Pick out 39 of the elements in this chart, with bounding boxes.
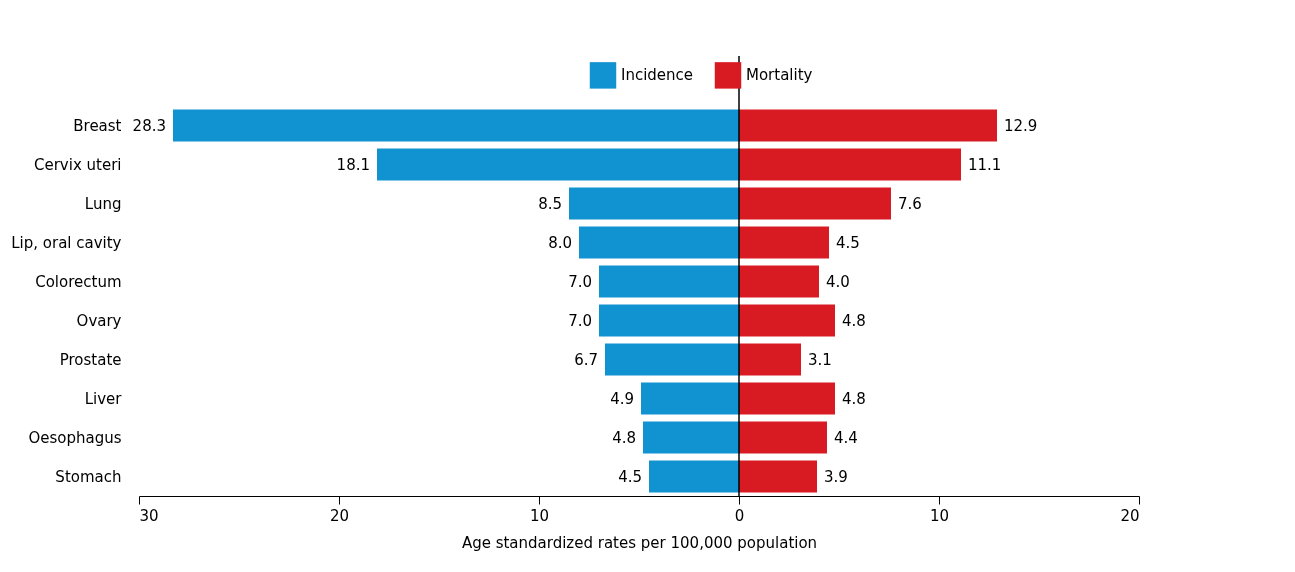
data-label: 11.1 [968,155,1002,174]
data-label: 4.8 [612,428,636,447]
y-tick-label: Colorectum [35,272,122,291]
data-label: 4.5 [618,467,642,486]
x-tick-label: 20 [329,506,350,525]
x-tick-label: 10 [529,506,550,525]
data-label: 7.0 [568,272,592,291]
data-label: 12.9 [1004,116,1038,135]
data-label: 4.5 [836,233,860,252]
data-label: 8.5 [538,194,562,213]
y-tick-label: Stomach [55,467,122,486]
y-tick-label: Cervix uteri [33,155,122,174]
data-label: 3.9 [824,467,848,486]
legend-label: Mortality [746,66,813,85]
y-tick-label: Breast [73,116,122,135]
data-label: 18.1 [336,155,370,174]
data-label: 4.8 [842,389,866,408]
data-label: 4.4 [834,428,858,447]
data-label: 6.7 [574,350,598,369]
y-tick-label: Liver [84,389,123,408]
y-tick-label: Lip, oral cavity [11,233,122,252]
y-tick-label: Oesophagus [28,428,122,447]
x-tick-label: 30 [139,506,159,525]
data-label: 28.3 [132,116,166,135]
data-label: 8.0 [548,233,572,252]
y-tick-label: Prostate [59,350,122,369]
data-label: 7.0 [568,311,592,330]
x-tick-label: 20 [1120,506,1140,525]
y-tick-label: Ovary [76,311,122,330]
x-tick-label: 0 [734,506,745,525]
data-label: 4.9 [610,389,634,408]
x-tick-label: 10 [929,506,950,525]
data-label: 3.1 [808,350,832,369]
x-axis-title: Age standardized rates per 100,000 population [461,533,818,552]
data-label: 4.8 [842,311,866,330]
data-label: 4.0 [826,272,850,291]
data-label: 7.6 [898,194,922,213]
y-tick-label: Lung [84,194,122,213]
legend-label: Incidence [621,66,694,85]
